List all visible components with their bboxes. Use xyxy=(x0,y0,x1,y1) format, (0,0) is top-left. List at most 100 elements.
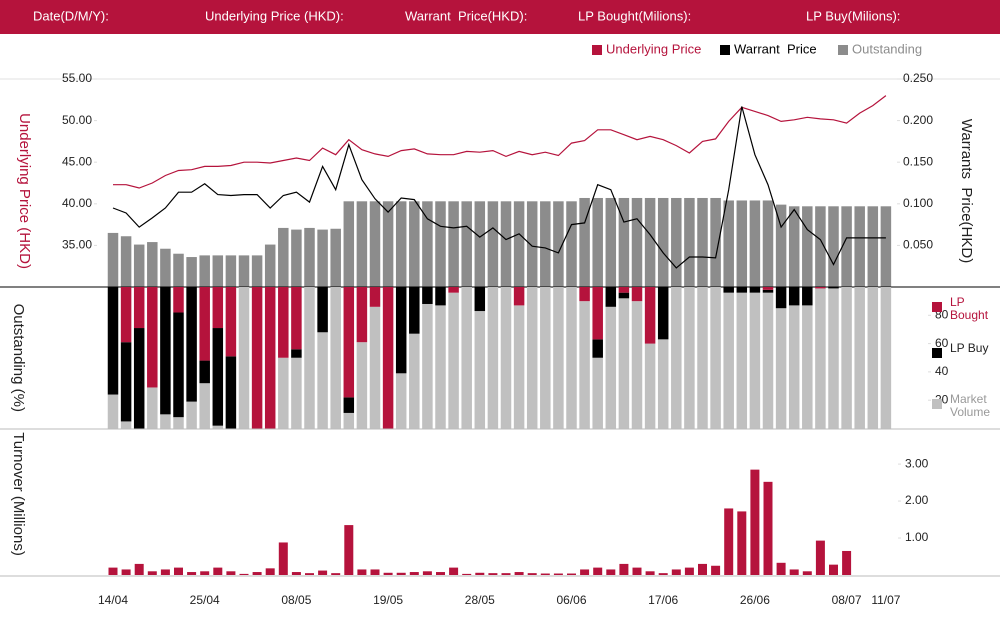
bar-segment xyxy=(461,287,472,429)
bar xyxy=(474,201,486,287)
bar xyxy=(318,570,328,575)
bar-segment xyxy=(251,287,263,429)
bar-segment xyxy=(186,401,197,429)
bar xyxy=(501,573,511,575)
bar xyxy=(344,525,354,575)
y2-tick-label: 0.050 xyxy=(903,238,933,252)
bar-segment xyxy=(356,342,368,429)
bar-segment xyxy=(173,312,184,418)
bar xyxy=(382,201,394,287)
y-tick-label: 35.00 xyxy=(62,238,92,252)
x-tick-label: 14/04 xyxy=(98,593,128,607)
bar-segment xyxy=(749,287,761,293)
y-axis-label: Turnover (Millions) xyxy=(10,432,27,556)
bar xyxy=(160,248,171,287)
bar-segment xyxy=(671,287,682,429)
bar xyxy=(749,200,761,287)
bar-segment xyxy=(644,287,656,344)
bar-segment xyxy=(579,287,590,302)
bar-segment xyxy=(278,287,289,358)
y-axis-label: Outstanding (%) xyxy=(10,304,27,412)
bar-segment xyxy=(225,356,237,429)
bar-segment xyxy=(199,287,210,361)
x-tick-label: 19/05 xyxy=(373,593,403,607)
bar xyxy=(121,569,131,575)
bar-segment xyxy=(841,287,852,429)
line xyxy=(112,106,886,269)
bar-segment xyxy=(395,287,407,374)
bar-segment xyxy=(147,287,158,388)
bar-segment xyxy=(212,425,224,429)
bar xyxy=(225,255,237,287)
x-tick-label: 28/05 xyxy=(465,593,495,607)
bar xyxy=(317,229,328,287)
bar xyxy=(264,244,276,287)
bar xyxy=(723,200,734,287)
bar-segment xyxy=(435,305,446,429)
bar xyxy=(331,573,341,575)
bar-segment xyxy=(775,287,787,309)
header-field: Date(D/M/Y): xyxy=(33,8,109,23)
bar-segment xyxy=(422,287,433,304)
bar-segment xyxy=(867,287,879,429)
bar xyxy=(265,568,275,575)
bar xyxy=(789,569,799,575)
bar-segment xyxy=(618,292,630,299)
bar-segment xyxy=(409,287,420,334)
bar-segment xyxy=(762,287,774,290)
bar-segment xyxy=(330,287,341,429)
bar xyxy=(199,255,210,287)
bar xyxy=(369,201,381,287)
legend-label: LP Bought xyxy=(950,295,989,322)
legend-label: Market Volume xyxy=(950,392,991,419)
bar-segment xyxy=(409,333,420,429)
bar xyxy=(212,255,224,287)
legend-label: Underlying Price xyxy=(606,41,701,56)
bar xyxy=(513,201,525,287)
bar xyxy=(671,569,681,575)
bar xyxy=(147,571,157,575)
bar xyxy=(291,229,302,287)
bar xyxy=(710,197,721,287)
legend-label: Warrant Price xyxy=(734,41,817,56)
bar-segment xyxy=(317,287,328,333)
bar xyxy=(736,200,748,287)
bar-segment xyxy=(133,287,145,329)
bar-segment xyxy=(802,287,813,306)
bar-segment xyxy=(815,287,826,289)
bar-segment xyxy=(723,292,734,429)
bar-segment xyxy=(762,289,774,293)
bar xyxy=(657,197,669,287)
bar xyxy=(828,206,839,287)
bar xyxy=(775,204,787,287)
bar-segment xyxy=(697,287,708,429)
bar xyxy=(357,569,367,575)
bar-segment xyxy=(723,287,734,293)
bar xyxy=(711,565,721,575)
legend-swatch xyxy=(838,45,848,55)
y-tick-label: 40.00 xyxy=(62,196,92,210)
y-tick-label: 60 xyxy=(935,336,949,350)
bar xyxy=(658,573,668,575)
bar xyxy=(108,567,118,575)
bar-segment xyxy=(788,305,800,429)
bar xyxy=(383,572,393,575)
bar xyxy=(763,481,773,575)
header-field: LP Bought(Milions): xyxy=(578,8,691,23)
bar xyxy=(697,197,708,287)
bar xyxy=(107,232,119,287)
legend-swatch xyxy=(932,302,942,312)
bar xyxy=(461,201,472,287)
legend-swatch xyxy=(932,399,942,409)
bar-segment xyxy=(120,287,132,343)
y-tick-label: 50.00 xyxy=(62,113,92,127)
bar-segment xyxy=(605,306,617,429)
bar xyxy=(238,255,250,287)
bar-segment xyxy=(513,287,525,306)
bar xyxy=(395,201,407,287)
bar xyxy=(737,511,747,575)
bar xyxy=(593,567,603,575)
header-field: Warrant Price(HKD): xyxy=(405,8,527,23)
bar-segment xyxy=(618,298,630,429)
bar-segment xyxy=(291,349,302,358)
